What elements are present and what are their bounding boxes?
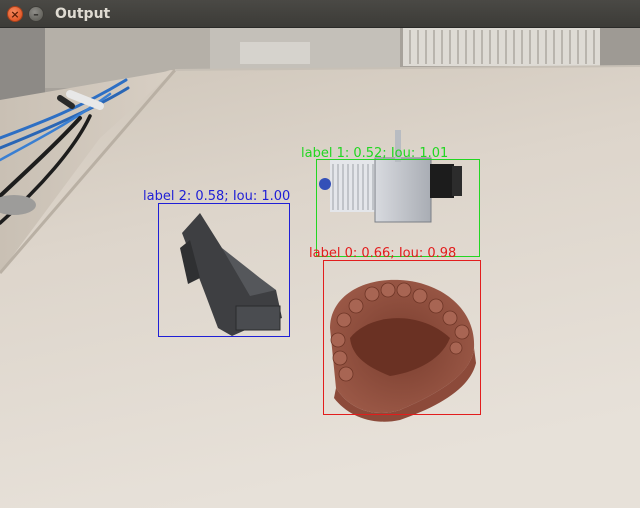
close-button[interactable]: × [7, 6, 23, 22]
cables [0, 78, 130, 225]
minimize-icon: – [33, 7, 39, 21]
detection-label-0: label 0: 0.66; Iou: 0.98 [309, 246, 456, 261]
window-titlebar[interactable]: × – Output [0, 0, 640, 28]
minimize-button[interactable]: – [28, 6, 44, 22]
bbox-label-2 [158, 203, 290, 337]
detection-label-1: label 1: 0.52; Iou: 1.01 [301, 146, 448, 161]
bbox-label-0 [323, 260, 481, 415]
window-title: Output [55, 6, 111, 22]
bbox-label-1 [316, 159, 480, 257]
camera-object [319, 130, 462, 223]
detection-label-2: label 2: 0.58; Iou: 1.00 [143, 189, 290, 204]
teeth-model-object [330, 279, 476, 422]
radiator [403, 28, 603, 66]
table-surface [0, 65, 640, 508]
camera-frame: label 2: 0.58; Iou: 1.00 label 1: 0.52; … [0, 28, 640, 508]
detection-boxes: label 2: 0.58; Iou: 1.00 label 1: 0.52; … [143, 146, 481, 415]
image-canvas: label 2: 0.58; Iou: 1.00 label 1: 0.52; … [0, 28, 640, 508]
blade-object [180, 213, 282, 336]
close-icon: × [10, 7, 20, 21]
